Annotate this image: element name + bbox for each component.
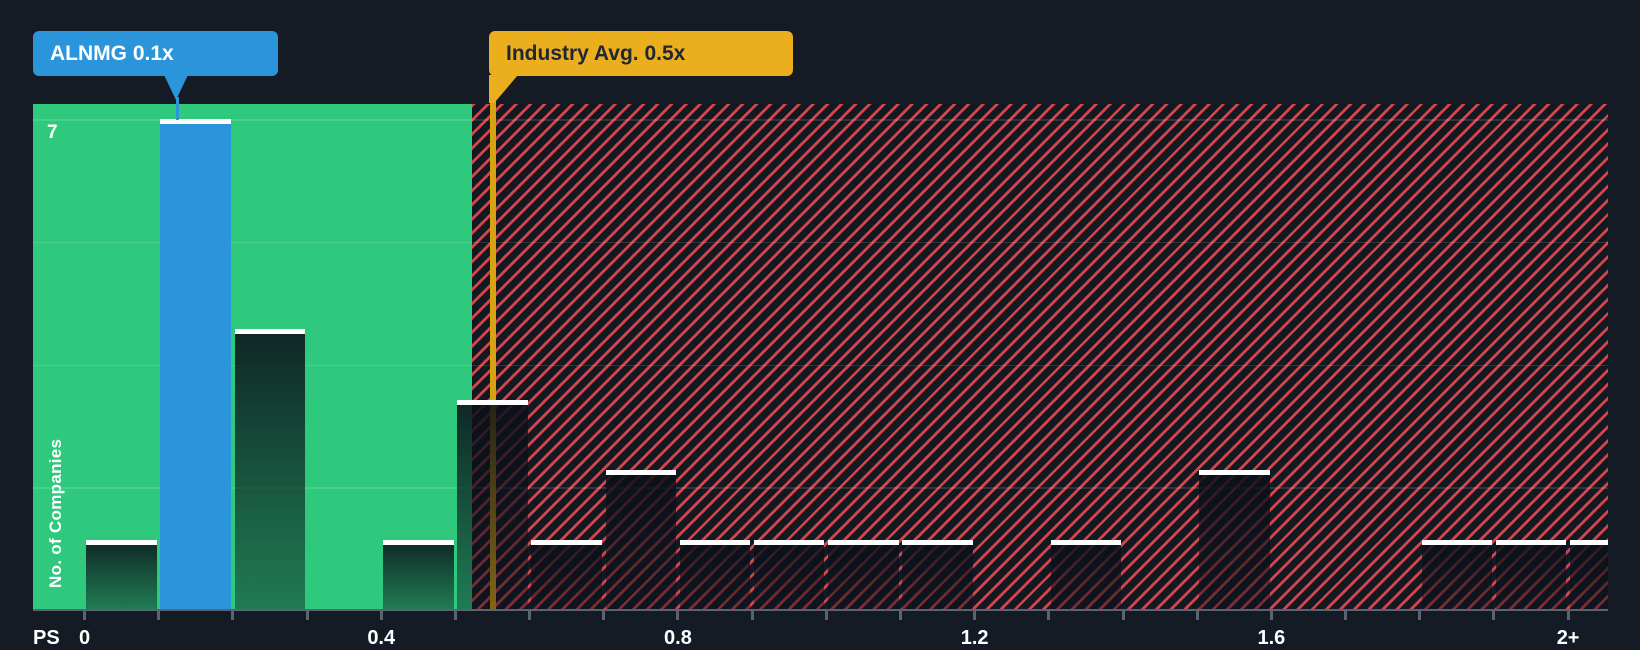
bar-top-cap xyxy=(828,539,899,545)
x-axis-tick xyxy=(305,611,309,620)
histogram-bar[interactable] xyxy=(679,539,751,609)
histogram-bar[interactable] xyxy=(1495,539,1567,609)
histogram-bar[interactable] xyxy=(531,539,602,609)
x-axis-tick xyxy=(453,611,457,620)
gridline xyxy=(33,119,1608,121)
histogram-bar[interactable] xyxy=(1569,539,1608,609)
bar-top-cap xyxy=(383,539,454,545)
bar-top-cap xyxy=(1495,539,1567,545)
histogram-bar[interactable] xyxy=(1050,539,1122,609)
gridline xyxy=(33,364,1608,367)
x-axis-tick xyxy=(231,611,235,620)
bar-top-cap xyxy=(457,399,528,405)
x-axis-tick xyxy=(157,611,161,620)
histogram-bar[interactable] xyxy=(753,539,825,609)
histogram-bar[interactable] xyxy=(605,469,677,609)
histogram-bar[interactable] xyxy=(902,539,973,609)
bar-top-cap xyxy=(902,539,973,545)
industry-avg-callout: Industry Avg. 0.5x xyxy=(489,31,793,76)
histogram-bar[interactable] xyxy=(1421,539,1493,609)
bar-top-cap xyxy=(1199,469,1270,475)
bar-top-cap xyxy=(86,539,157,545)
x-axis-tick xyxy=(1047,611,1051,620)
x-axis-tick-label: 1.2 xyxy=(960,627,989,649)
y-axis-max-label: 7 xyxy=(47,122,58,143)
x-axis-tick xyxy=(898,611,902,620)
industry-avg-callout-label: Industry Avg. 0.5x xyxy=(506,42,686,65)
histogram-bar[interactable] xyxy=(234,329,306,609)
bar-top-cap xyxy=(1421,539,1493,545)
bar-top-cap xyxy=(531,539,602,545)
x-axis-tick xyxy=(1344,611,1348,620)
histogram-bar[interactable] xyxy=(828,539,899,609)
x-axis-tick xyxy=(824,611,828,620)
x-axis-unit-label: PS xyxy=(33,627,60,649)
x-axis-tick xyxy=(1269,611,1273,620)
bar-top-cap xyxy=(234,329,306,335)
x-axis-tick xyxy=(750,611,754,620)
industry-average-line xyxy=(489,95,496,610)
histogram-bar[interactable] xyxy=(1199,469,1270,609)
bar-top-cap xyxy=(160,119,232,125)
company-callout-label: ALNMG 0.1x xyxy=(50,42,174,65)
x-axis-tick-label: 0 xyxy=(78,627,91,649)
x-axis-tick xyxy=(379,611,383,620)
histogram-bar[interactable] xyxy=(457,399,528,609)
gridline xyxy=(33,241,1608,244)
x-axis-tick xyxy=(1566,611,1570,620)
x-axis-tick xyxy=(83,611,86,620)
histogram-bar[interactable] xyxy=(86,539,157,609)
x-axis-tick-label: 0.4 xyxy=(367,627,396,649)
x-axis-tick xyxy=(1492,611,1496,620)
x-axis-tick-label: 2+ xyxy=(1556,627,1580,649)
bar-top-cap xyxy=(605,469,677,475)
x-axis-tick xyxy=(973,611,977,620)
x-axis-tick xyxy=(528,611,532,620)
gridline xyxy=(33,487,1608,489)
x-axis-tick xyxy=(676,611,680,620)
bar-top-cap xyxy=(753,539,825,545)
x-axis-tick-label: 0.8 xyxy=(664,627,692,649)
above-average-region-hatch xyxy=(472,104,1608,610)
x-axis-tick xyxy=(1195,611,1199,620)
company-callout-pointer-icon xyxy=(164,75,188,100)
x-axis-tick-label: 1.6 xyxy=(1257,627,1286,649)
x-axis-tick xyxy=(1121,611,1125,620)
bar-top-cap xyxy=(679,539,751,545)
x-axis-line xyxy=(33,609,1608,611)
bar-top-cap xyxy=(1050,539,1122,545)
y-axis-title: No. of Companies xyxy=(46,438,65,588)
x-axis-tick xyxy=(1418,611,1422,620)
histogram-bar[interactable] xyxy=(383,539,454,609)
company-callout: ALNMG 0.1x xyxy=(33,31,278,76)
company-callout-pointer-line xyxy=(175,97,179,120)
bar-top-cap xyxy=(1569,539,1608,545)
highlighted-company-bar[interactable] xyxy=(160,119,232,609)
x-axis-tick xyxy=(602,611,606,620)
